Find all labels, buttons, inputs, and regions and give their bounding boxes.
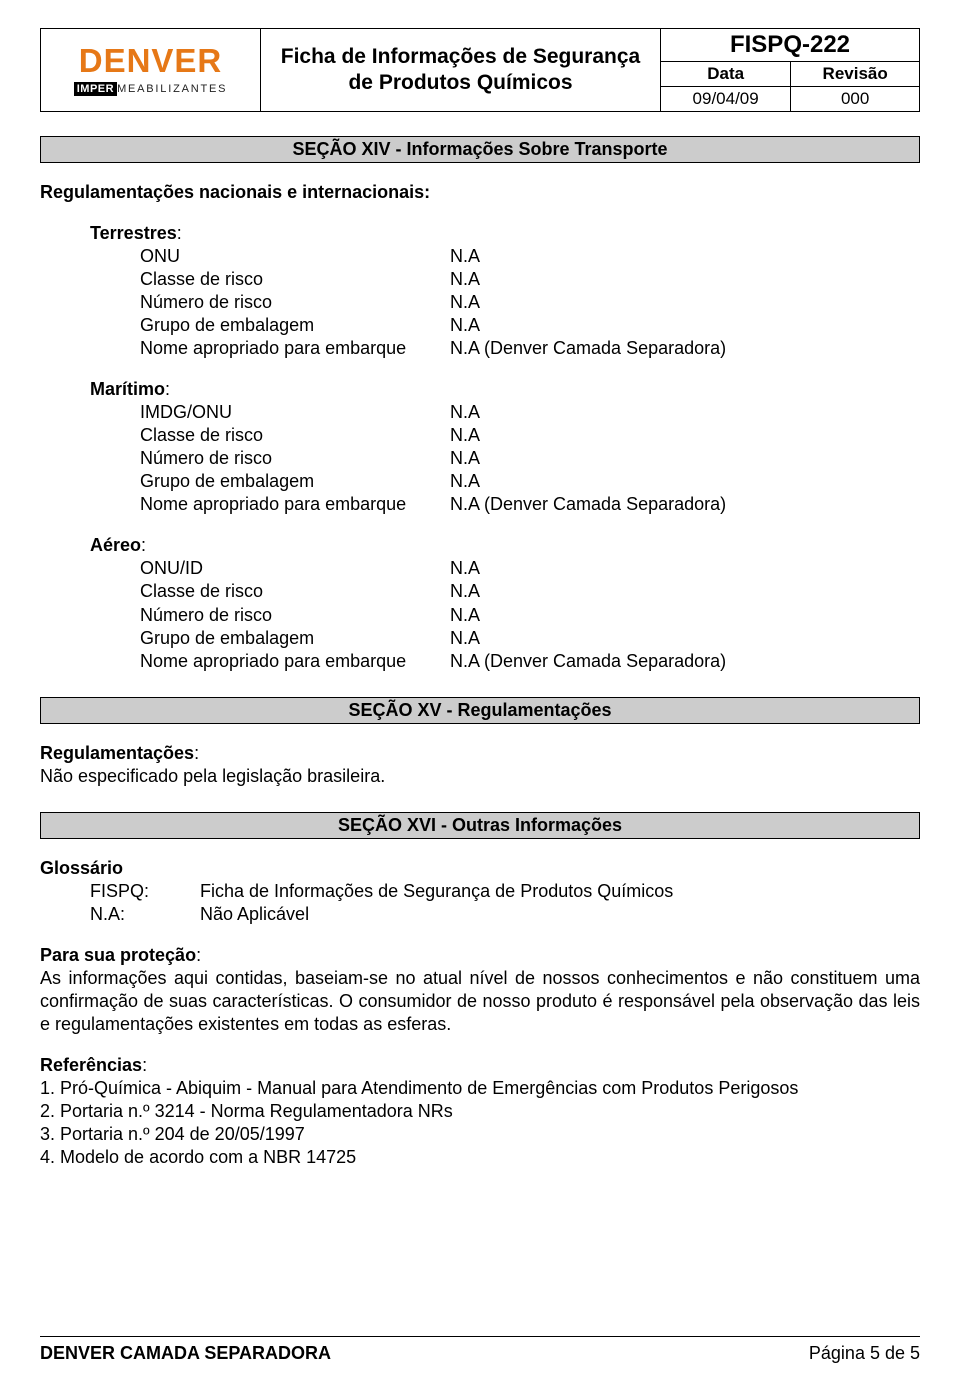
table-row: IMDG/ONUN.A <box>40 401 920 424</box>
terrestres-label: Terrestres: <box>40 222 920 245</box>
section-15-title: SEÇÃO XV - Regulamentações <box>40 697 920 724</box>
protecao-text: As informações aqui contidas, baseiam-se… <box>40 967 920 1036</box>
reference-item: 4. Modelo de acordo com a NBR 14725 <box>40 1146 920 1169</box>
table-row: ONU/IDN.A <box>40 557 920 580</box>
fispq-number: FISPQ-222 <box>661 29 920 62</box>
footer-product-name: DENVER CAMADA SEPARADORA <box>40 1343 331 1364</box>
section-14-title: SEÇÃO XIV - Informações Sobre Transporte <box>40 136 920 163</box>
table-row: Classe de riscoN.A <box>40 268 920 291</box>
table-row: Classe de riscoN.A <box>40 424 920 447</box>
table-row: Número de riscoN.A <box>40 604 920 627</box>
reg15-heading: Regulamentações: <box>40 742 920 765</box>
document-title-cell: Ficha de Informações de Segurança de Pro… <box>261 29 661 112</box>
section-14-body: Regulamentações nacionais e internaciona… <box>40 181 920 673</box>
table-row: Grupo de embalagemN.A <box>40 627 920 650</box>
logo-subtitle: IMPERMEABILIZANTES <box>74 79 228 97</box>
logo-cell: DENVER IMPERMEABILIZANTES <box>41 29 261 112</box>
table-row: Grupo de embalagemN.A <box>40 470 920 493</box>
reference-item: 2. Portaria n.º 3214 - Norma Regulamenta… <box>40 1100 920 1123</box>
title-line2: de Produtos Químicos <box>348 71 572 94</box>
logo-brand: DENVER <box>47 44 254 77</box>
revisao-value: 000 <box>791 87 920 112</box>
document-header: DENVER IMPERMEABILIZANTES Ficha de Infor… <box>40 28 920 112</box>
table-row: Número de riscoN.A <box>40 291 920 314</box>
maritimo-label: Marítimo: <box>40 378 920 401</box>
table-row: ONUN.A <box>40 245 920 268</box>
protecao-heading: Para sua proteção: <box>40 944 920 967</box>
table-row: Nome apropriado para embarqueN.A (Denver… <box>40 337 920 360</box>
glossary-row: N.A:Não Aplicável <box>40 903 920 926</box>
footer-row: DENVER CAMADA SEPARADORA Página 5 de 5 <box>40 1343 920 1364</box>
table-row: Nome apropriado para embarqueN.A (Denver… <box>40 650 920 673</box>
data-label: Data <box>661 62 791 87</box>
table-row: Número de riscoN.A <box>40 447 920 470</box>
reg-heading: Regulamentações nacionais e internaciona… <box>40 181 920 204</box>
reg15-text: Não especificado pela legislação brasile… <box>40 765 920 788</box>
aereo-label: Aéreo: <box>40 534 920 557</box>
footer-page-number: Página 5 de 5 <box>809 1343 920 1364</box>
page-footer: DENVER CAMADA SEPARADORA Página 5 de 5 <box>40 1336 920 1364</box>
table-row: Nome apropriado para embarqueN.A (Denver… <box>40 493 920 516</box>
section-16-title: SEÇÃO XVI - Outras Informações <box>40 812 920 839</box>
revisao-label: Revisão <box>791 62 920 87</box>
section-16-body: Glossário FISPQ:Ficha de Informações de … <box>40 857 920 1169</box>
logo-rest: MEABILIZANTES <box>117 83 227 95</box>
referencias-heading: Referências: <box>40 1054 920 1077</box>
data-value: 09/04/09 <box>661 87 791 112</box>
logo-imper-box: IMPER <box>74 82 117 96</box>
glossary-row: FISPQ:Ficha de Informações de Segurança … <box>40 880 920 903</box>
table-row: Classe de riscoN.A <box>40 580 920 603</box>
glossario-label: Glossário <box>40 857 920 880</box>
section-15-body: Regulamentações: Não especificado pela l… <box>40 742 920 788</box>
table-row: Grupo de embalagemN.A <box>40 314 920 337</box>
reference-item: 1. Pró-Química - Abiquim - Manual para A… <box>40 1077 920 1100</box>
footer-divider <box>40 1336 920 1337</box>
reference-item: 3. Portaria n.º 204 de 20/05/1997 <box>40 1123 920 1146</box>
title-line1: Ficha de Informações de Segurança <box>281 45 640 68</box>
